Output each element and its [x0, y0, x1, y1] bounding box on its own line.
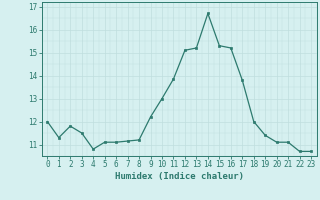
X-axis label: Humidex (Indice chaleur): Humidex (Indice chaleur) — [115, 172, 244, 181]
